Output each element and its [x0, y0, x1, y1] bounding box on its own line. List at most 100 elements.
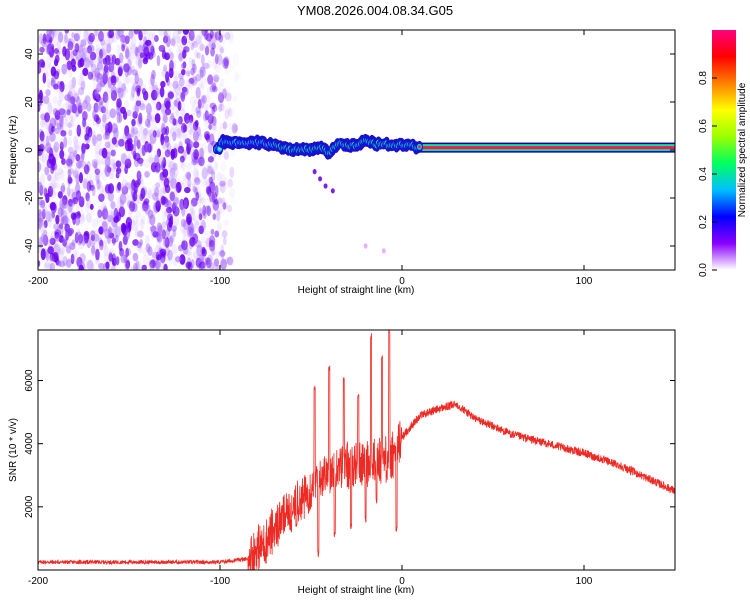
spectrogram-noise-cell — [96, 213, 101, 225]
spectrogram-noise-cell — [132, 191, 138, 202]
spectrogram-noise-cell — [202, 62, 210, 70]
spectrogram-noise-cell — [98, 193, 105, 203]
spectrogram-noise-cell — [186, 41, 191, 53]
spectrogram-noise-cell — [96, 133, 103, 142]
spectrogram-noise-cell — [158, 176, 164, 183]
spectrogram-noise-cell — [196, 52, 201, 59]
spectrogram-noise-cell — [180, 122, 187, 134]
spectrogram-noise-cell — [199, 66, 206, 77]
spectrogram-noise-cell — [77, 78, 82, 86]
spectrogram-noise-cell — [143, 43, 150, 55]
spectrogram-noise-cell — [47, 81, 54, 89]
spectrogram-noise-cell — [205, 230, 211, 239]
spectrogram-noise-cell — [46, 263, 53, 270]
spectrogram-noise-cell — [112, 224, 119, 235]
figure-title: YM08.2026.004.08.34.G05 — [296, 3, 454, 18]
spectrogram-noise-cell — [211, 121, 217, 131]
spectrogram-noise-cell — [179, 254, 186, 265]
spectrogram-noise-cell — [144, 118, 151, 128]
spectrogram-noise-cell — [165, 198, 170, 208]
spectrogram-noise-cell — [213, 198, 219, 205]
spectrogram-noise-cell — [215, 264, 221, 270]
spectrogram-noise-cell — [51, 145, 58, 157]
spectrogram-noise-cell — [53, 30, 57, 39]
spectrogram-noise-cell — [156, 233, 161, 242]
spectrogram-noise-cell — [201, 142, 207, 154]
spectrogram-noise-cell — [155, 182, 161, 189]
spectrogram-noise-cell — [98, 97, 104, 106]
spectrogram-noise-cell — [195, 34, 203, 44]
spectrogram-noise-cell — [58, 89, 64, 102]
spectrogram-noise-cell — [223, 202, 228, 210]
spectrogram-noise-cell — [123, 63, 130, 73]
spectrogram-noise-cell — [95, 248, 100, 261]
spectrogram-noise-cell — [160, 152, 165, 165]
spectrogram-noise-cell — [172, 229, 177, 238]
spectrogram-noise-cell — [85, 212, 93, 224]
spectrogram-noise-cell — [163, 64, 168, 72]
spectrogram-noise-cell — [131, 128, 138, 138]
spectrogram-noise-cell — [170, 112, 175, 121]
spectrogram-noise-cell — [156, 254, 162, 261]
spectrogram-noise-cell — [38, 238, 42, 248]
spectrogram-noise-cell — [58, 260, 66, 268]
spectrogram-x-axis-label: Height of straight line (km) — [298, 285, 415, 296]
spectrogram-noise-cell — [39, 150, 44, 162]
spectrogram-noise-cell — [120, 250, 127, 260]
spectrogram-noise-cell — [164, 184, 171, 194]
spectrogram-noise-cell — [94, 30, 99, 37]
spectrogram-noise-cell — [172, 35, 177, 48]
spectrogram-noise-cell — [54, 116, 59, 126]
spectrogram-noise-cell — [204, 45, 210, 56]
spectrogram-noise-cell — [38, 45, 42, 53]
spectrogram-noise-cell — [98, 240, 104, 251]
spectrogram-noise-cell — [178, 85, 184, 93]
spectrogram-noise-cell — [61, 260, 66, 268]
spectrogram-noise-cell — [208, 176, 213, 184]
spectrogram-noise-cell — [38, 104, 41, 112]
spectrogram-noise-cell — [75, 160, 83, 169]
spectrogram-noise-cell — [147, 187, 153, 199]
spectrogram-noise-cell — [149, 157, 155, 165]
spectrogram-noise-cell — [146, 31, 154, 41]
spectrogram-noise-cell — [64, 48, 71, 61]
spectrogram-noise-cell — [98, 54, 103, 64]
spectrogram-noise-cell — [173, 70, 180, 81]
spectrogram-noise-cell — [181, 49, 187, 59]
spectrogram-noise-cell — [67, 122, 72, 129]
spectrogram-noise-cell — [52, 182, 60, 189]
spectrogram-noise-cell — [222, 202, 227, 210]
spectrogram-noise-cell — [102, 72, 108, 85]
spectrogram-noise-cell — [232, 53, 239, 66]
spectrogram-noise-cell — [94, 89, 100, 100]
spectrogram-noise-cell — [201, 248, 207, 257]
spectrogram-noise-cell — [190, 95, 197, 107]
spectrogram-noise-cell — [67, 198, 73, 207]
spectrogram-noise-cell — [65, 158, 73, 166]
spectrogram-noise-cell — [212, 85, 218, 93]
spectrogram-noise-cell — [104, 117, 109, 129]
spectrogram-noise-cell — [50, 178, 57, 191]
spectrogram-noise-cell — [218, 250, 226, 257]
spectrogram-noise-cell — [50, 79, 57, 87]
spectrogram-noise-cell — [147, 154, 154, 163]
spectrogram-noise-cell — [72, 170, 79, 178]
spectrogram-noise-cell — [191, 183, 196, 194]
spectrogram-noise-cell — [225, 257, 230, 265]
spectrogram-noise-cell — [87, 71, 94, 80]
spectrogram-noise-cell — [43, 261, 51, 268]
spectrogram-noise-cell — [208, 40, 214, 48]
spectrogram-noise-cell — [184, 138, 191, 145]
spectrogram-noise-cell — [213, 74, 220, 83]
spectrogram-noise-cell — [200, 262, 206, 270]
spectrogram-noise-cell — [142, 128, 148, 140]
spectrogram-noise-cell — [203, 211, 207, 219]
spectrogram-noise-cell — [104, 111, 111, 121]
snr-frame — [37, 329, 676, 571]
spectrogram-noise-cell — [129, 42, 136, 50]
spectrogram-noise-cell — [108, 30, 113, 36]
spectrogram-noise-cell — [113, 127, 119, 140]
spectrogram-noise-cell — [47, 217, 52, 228]
spectrogram-noise-cell — [163, 263, 168, 270]
spectrogram-noise-cell — [183, 174, 190, 182]
